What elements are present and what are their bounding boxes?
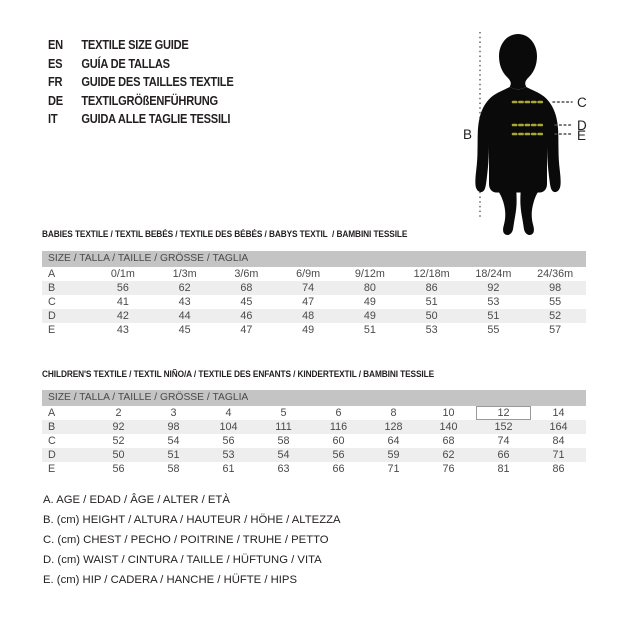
svg-text:B: B <box>463 127 472 142</box>
svg-text:C: C <box>577 95 587 110</box>
svg-text:E: E <box>577 128 586 143</box>
